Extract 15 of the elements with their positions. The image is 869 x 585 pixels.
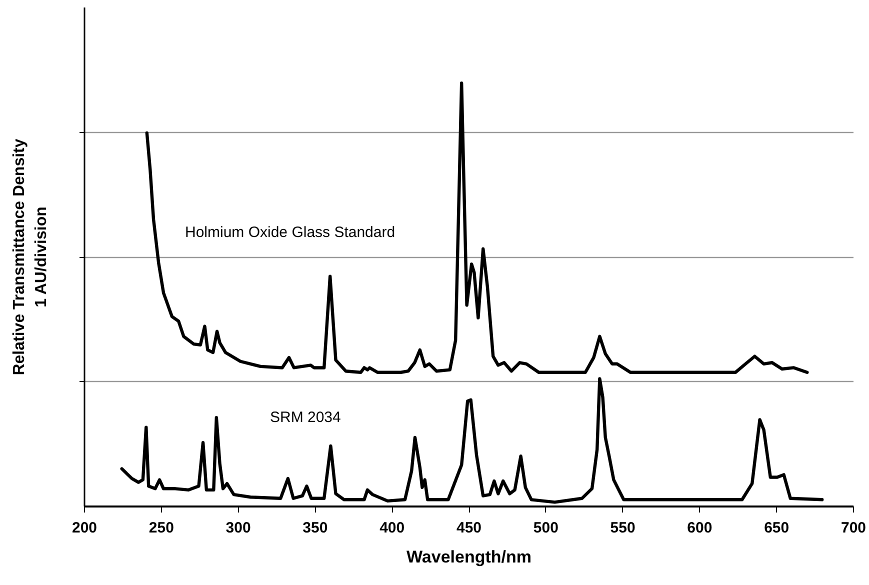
x-tick-label: 600 [687, 520, 712, 536]
series-label: Holmium Oxide Glass Standard [185, 224, 396, 241]
y-axis-title: Relative Transmittance Density 1 AU/division [11, 138, 50, 376]
x-tick-label: 300 [226, 520, 251, 536]
x-tick-label: 550 [610, 520, 636, 536]
x-tick-label: 500 [533, 520, 558, 536]
x-tick-label: 350 [302, 520, 328, 536]
x-tick-label: 250 [148, 520, 174, 536]
x-tick-label: 200 [72, 520, 98, 536]
x-tick-label: 700 [840, 520, 866, 536]
x-tick-label: 400 [380, 520, 405, 536]
x-axis-title: Wavelength/nm [406, 548, 532, 566]
x-tick-label: 450 [456, 520, 482, 536]
series-label: SRM 2034 [270, 409, 341, 426]
x-tick-label: 650 [764, 520, 790, 536]
